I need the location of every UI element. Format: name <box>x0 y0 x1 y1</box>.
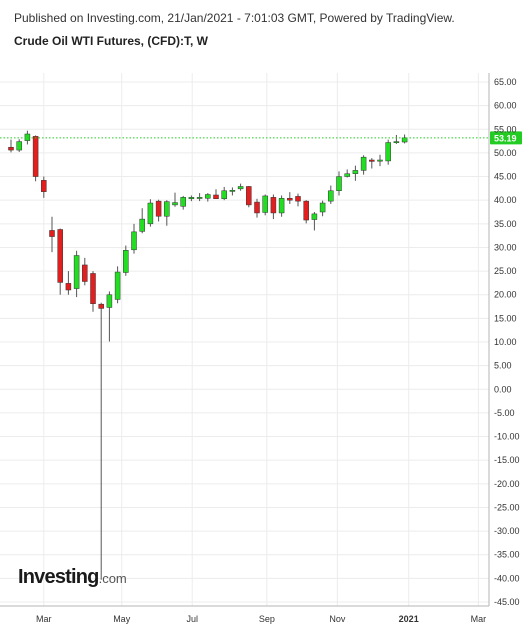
chart-title: Crude Oil WTI Futures, (CFD):T, W <box>14 34 208 48</box>
y-tick-label: -10.00 <box>494 432 520 442</box>
candle-up <box>114 271 121 300</box>
candle-down <box>57 229 63 283</box>
candle-up <box>262 195 268 213</box>
candle-up <box>360 156 367 171</box>
candle-up <box>188 197 195 200</box>
candle-up <box>344 173 350 177</box>
candle-down <box>82 264 88 282</box>
candle-up <box>319 202 326 213</box>
candle-down <box>303 200 309 221</box>
x-tick-label: Mar <box>36 614 52 624</box>
candle-down <box>295 196 301 202</box>
candle-up <box>328 190 334 202</box>
candle-up <box>139 218 145 232</box>
candle-up <box>24 133 31 141</box>
candle-up <box>221 190 227 200</box>
x-tick-label: May <box>113 614 131 624</box>
y-tick-label: -20.00 <box>494 479 520 489</box>
y-tick-label: -45.00 <box>494 597 520 607</box>
y-tick-label: -35.00 <box>494 550 520 560</box>
candle-up <box>164 201 170 217</box>
x-tick-label: 2021 <box>399 614 419 624</box>
y-tick-label: -40.00 <box>494 573 520 583</box>
investing-logo: Investing.com <box>18 566 127 589</box>
candle-down <box>65 283 72 291</box>
candle-up <box>123 250 129 273</box>
y-tick-label: 30.00 <box>494 242 517 252</box>
candle-up <box>180 197 186 207</box>
y-tick-label: 45.00 <box>494 172 517 182</box>
candle-up <box>401 137 408 143</box>
y-tick-label: -25.00 <box>494 502 520 512</box>
candle-up <box>172 202 178 206</box>
candle-down <box>254 201 260 214</box>
candle-up <box>352 170 359 174</box>
y-tick-label: -15.00 <box>494 455 520 465</box>
candle-down <box>41 180 47 192</box>
candle-down <box>8 146 14 151</box>
published-line: Published on Investing.com, 21/Jan/2021 … <box>14 11 455 25</box>
candle-down <box>246 186 252 206</box>
candle-up <box>205 194 211 199</box>
candle-up <box>229 190 236 192</box>
logo-text: Investing <box>18 566 99 588</box>
y-tick-label: -5.00 <box>494 408 515 418</box>
y-tick-label: 0.00 <box>494 384 512 394</box>
y-tick-label: 60.00 <box>494 101 517 111</box>
y-tick-label: 55.00 <box>494 124 517 134</box>
x-tick-label: Nov <box>329 614 346 624</box>
candle-up <box>73 255 80 289</box>
candle-up <box>237 186 244 190</box>
y-tick-label: 20.00 <box>494 290 517 300</box>
candle-down <box>270 197 277 214</box>
last-price-line-group: 53.19 <box>0 131 522 145</box>
candle-down <box>32 136 39 177</box>
y-tick-label: 15.00 <box>494 313 517 323</box>
y-tick-label: 65.00 <box>494 77 517 87</box>
candle-down <box>369 159 375 162</box>
logo-domain: .com <box>98 571 127 586</box>
candle-up <box>131 231 137 251</box>
candle-up <box>196 197 203 199</box>
y-tick-label: 50.00 <box>494 148 517 158</box>
x-tick-label: Jul <box>186 614 198 624</box>
candle-down <box>98 303 104 309</box>
y-tick-label: 25.00 <box>494 266 517 276</box>
candle-down <box>90 273 96 304</box>
x-axis: Mar May Jul Sep Nov 2021 Mar <box>0 605 489 624</box>
candle-up <box>278 198 285 214</box>
y-tick-label: -30.00 <box>494 526 520 536</box>
last-price-label: 53.19 <box>494 133 517 143</box>
candle-down <box>49 230 55 237</box>
candle-up <box>393 141 400 144</box>
candle-up <box>336 176 342 191</box>
candle-down <box>213 194 219 200</box>
y-tick-label: 35.00 <box>494 219 517 229</box>
grid <box>0 73 489 606</box>
candle-up <box>106 294 113 308</box>
y-tick-label: 10.00 <box>494 337 517 347</box>
candle-up <box>385 142 391 162</box>
y-tick-label: 5.00 <box>494 361 512 371</box>
candle-up <box>147 202 154 225</box>
candle-down <box>287 198 293 201</box>
y-tick-label: 40.00 <box>494 195 517 205</box>
candle-up <box>16 141 22 151</box>
candle-down <box>155 200 162 217</box>
candle-up <box>377 159 383 162</box>
y-axis: 65.00 60.00 55.00 50.00 45.00 40.00 35.00 30.00… <box>488 73 520 607</box>
x-tick-label: Mar <box>471 614 487 624</box>
x-tick-label: Sep <box>259 614 275 624</box>
candle-up <box>311 213 318 220</box>
last-price-badge <box>490 131 522 145</box>
candles <box>8 130 408 580</box>
